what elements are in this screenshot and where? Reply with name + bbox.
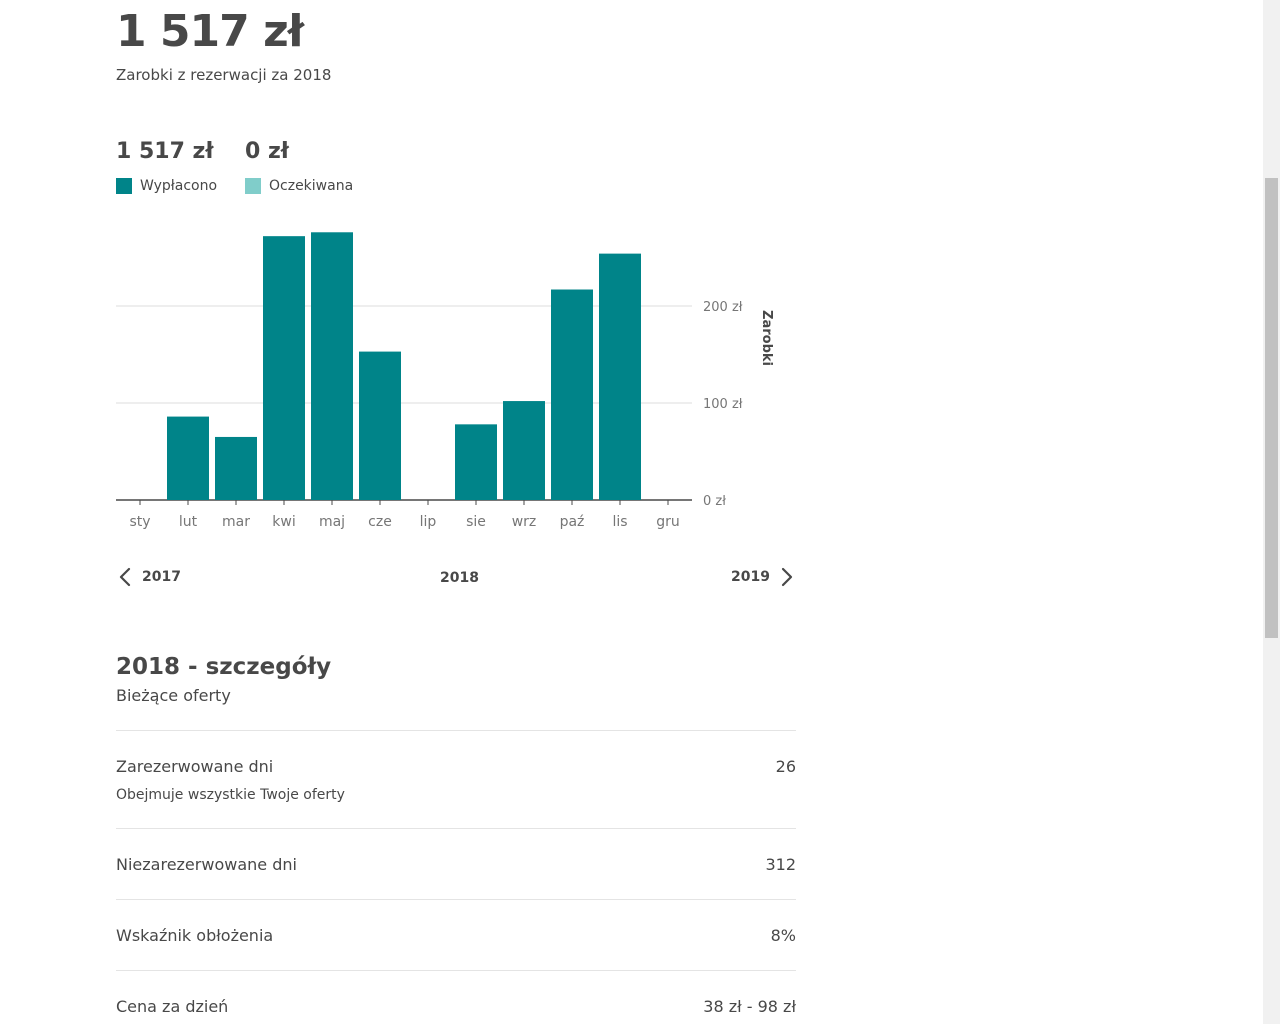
detail-label: Wskaźnik obłożenia <box>116 926 274 945</box>
detail-row-daily-price: Cena za dzień 38 zł - 98 zł <box>116 970 796 1031</box>
details-subtitle: Bieżące oferty <box>116 686 231 705</box>
legend-expected-label: Oczekiwana <box>269 178 354 194</box>
detail-row-booked-days: Zarezerwowane dni 26 Obejmuje wszystkie … <box>116 730 796 828</box>
details-title: 2018 - szczegóły <box>116 654 332 680</box>
detail-value: 8% <box>770 926 796 945</box>
chart-y-labels: 0 zł 100 zł 200 zł <box>703 300 743 509</box>
x-tick-label: lis <box>612 514 627 530</box>
bar-mar[interactable] <box>215 436 257 500</box>
y-tick-label: 100 zł <box>703 397 743 412</box>
total-earnings-caption: Zarobki z rezerwacji za 2018 <box>116 66 332 84</box>
legend-paid: Wypłacono <box>116 178 217 194</box>
x-tick-label: paź <box>560 514 585 530</box>
page-scrollbar[interactable] <box>1263 0 1280 1024</box>
legend-expected: Oczekiwana <box>245 178 353 194</box>
paid-amount: 1 517 zł <box>116 139 214 164</box>
y-axis-title: Zarobki <box>759 310 774 366</box>
bar-sie[interactable] <box>455 424 497 500</box>
chart-x-labels: sty lut mar kwi maj cze lip sie wrz paź lis gru <box>129 500 680 530</box>
paid-summary: 1 517 zł Wypłacono <box>116 138 217 194</box>
x-tick-label: lut <box>179 514 198 530</box>
detail-value: 38 zł - 98 zł <box>703 997 796 1016</box>
expected-swatch <box>245 178 261 194</box>
detail-value: 26 <box>775 757 796 776</box>
bar-cze[interactable] <box>359 351 401 500</box>
detail-label: Cena za dzień <box>116 997 229 1016</box>
current-year: 2018 <box>440 570 479 586</box>
detail-label: Zarezerwowane dni <box>116 757 274 776</box>
x-tick-label: gru <box>656 514 680 530</box>
next-year-label: 2019 <box>731 569 770 585</box>
expected-amount: 0 zł <box>245 139 289 164</box>
scrollbar-thumb[interactable] <box>1265 178 1278 638</box>
x-tick-label: sie <box>466 514 486 530</box>
detail-row-occupancy: Wskaźnik obłożenia 8% <box>116 899 796 970</box>
paid-swatch <box>116 178 132 194</box>
bar-wrz[interactable] <box>503 401 545 500</box>
detail-note: Obejmuje wszystkie Twoje oferty <box>116 787 345 803</box>
chart-grid <box>116 305 692 501</box>
next-year-button[interactable]: 2019 <box>731 566 796 588</box>
chevron-right-icon <box>781 567 793 587</box>
bar-lis[interactable] <box>599 253 641 500</box>
bar-maj[interactable] <box>311 232 353 500</box>
x-tick-label: cze <box>368 514 392 530</box>
x-tick-label: maj <box>319 514 345 530</box>
bar-lut[interactable] <box>167 416 209 500</box>
y-tick-label: 200 zł <box>703 300 743 315</box>
detail-value: 312 <box>765 855 796 874</box>
total-earnings: 1 517 zł <box>116 6 304 57</box>
detail-label: Niezarezerwowane dni <box>116 855 297 874</box>
y-tick-label: 0 zł <box>703 494 726 509</box>
x-tick-label: lip <box>420 514 437 530</box>
bar-paź[interactable] <box>551 289 593 500</box>
x-tick-label: kwi <box>272 514 295 530</box>
x-tick-label: wrz <box>512 514 537 530</box>
legend-paid-label: Wypłacono <box>140 178 218 194</box>
details-table: Zarezerwowane dni 26 Obejmuje wszystkie … <box>116 730 796 1031</box>
x-tick-label: mar <box>222 514 250 530</box>
prev-year-label: 2017 <box>142 569 181 585</box>
bar-kwi[interactable] <box>263 236 305 500</box>
expected-summary: 0 zł Oczekiwana <box>245 138 353 194</box>
x-tick-label: sty <box>129 514 150 530</box>
detail-row-unbooked-days: Niezarezerwowane dni 312 <box>116 828 796 899</box>
monthly-earnings-chart: sty lut mar kwi maj cze lip sie wrz paź lis gru 0 z… <box>116 232 774 530</box>
chart-bars <box>167 232 641 500</box>
chevron-left-icon <box>119 567 131 587</box>
year-navigation: 2017 2018 2019 <box>116 566 796 592</box>
prev-year-button[interactable]: 2017 <box>116 566 181 588</box>
